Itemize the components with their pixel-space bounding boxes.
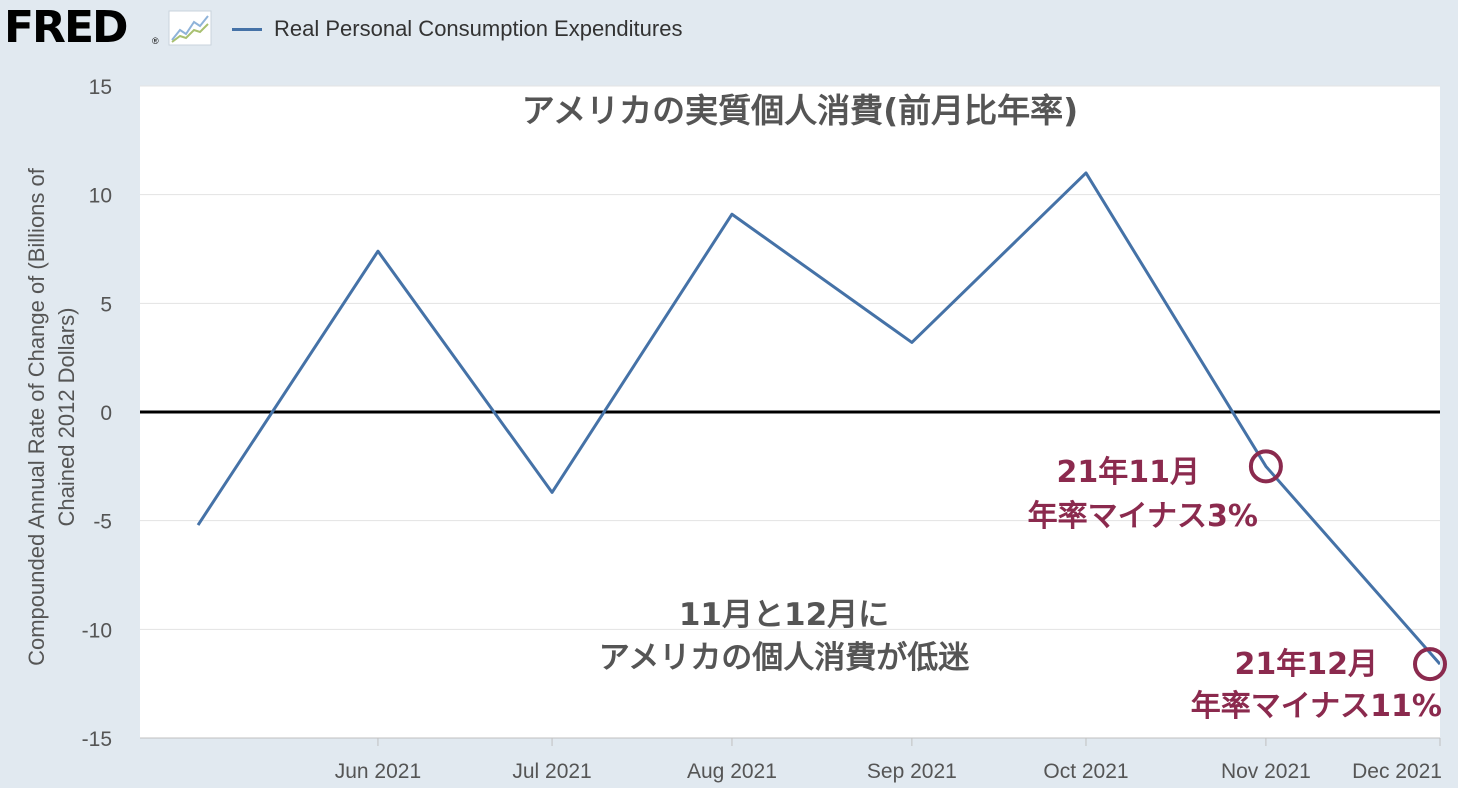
x-tick-label: Jun 2021 [335, 760, 421, 783]
series-layer [196, 171, 1447, 682]
legend-label: Real Personal Consumption Expenditures [274, 16, 683, 41]
annotation-main-line-1: 11月と12月に [679, 597, 889, 633]
dec-marker-circle [1413, 647, 1447, 682]
annotation-nov-line-2: 年率マイナス3% [1028, 499, 1258, 534]
y-tick-label: -5 [93, 511, 112, 534]
annotation-dec-line-1: 21年12月 [1235, 647, 1379, 682]
fred-logo[interactable]: FRED [4, 2, 129, 53]
x-tick-label: Oct 2021 [1043, 760, 1128, 783]
y-tick-label: 5 [100, 293, 112, 316]
fred-graph-icon [168, 10, 212, 46]
x-tick-label: Nov 2021 [1221, 760, 1311, 783]
x-tick-label: Jul 2021 [512, 760, 591, 783]
nov-marker-circle [1248, 449, 1283, 484]
x-axis-ticks: Jun 2021 Jul 2021 Aug 2021 Sep 2021 Oct 2021… [140, 737, 1442, 783]
y-tick-label: -10 [82, 619, 112, 642]
y-tick-label: -15 [82, 728, 112, 751]
chart-title: アメリカの実質個人消費(前月比年率) [522, 91, 1079, 130]
legend-swatch [232, 27, 262, 31]
series-line [196, 171, 1440, 666]
annotation-main-line-2: アメリカの個人消費が低迷 [599, 640, 970, 676]
y-tick-label: 10 [89, 185, 112, 208]
annotation-nov-line-1: 21年11月 [1057, 455, 1201, 490]
y-axis-ticks: -15 -10 -5 0 5 10 15 [82, 76, 112, 751]
y-axis-label-line: Compounded Annual Rate of Change of (Bil… [24, 167, 49, 666]
chart-legend[interactable]: Real Personal Consumption Expenditures [232, 14, 682, 44]
x-tick-label: Aug 2021 [687, 760, 777, 783]
fred-registered-mark: ® [152, 36, 159, 46]
annotation-dec-line-2: 年率マイナス11% [1191, 689, 1442, 724]
y-tick-label: 0 [100, 402, 112, 425]
x-tick-label: Dec 2021 [1352, 760, 1442, 783]
x-tick-label: Sep 2021 [867, 760, 957, 783]
chart-header: FRED ® Real Personal Consumption Expendi… [0, 0, 1458, 60]
y-axis-label-line: Chained 2012 Dollars) [54, 308, 79, 527]
y-tick-label: 15 [89, 76, 112, 99]
y-axis-label: Compounded Annual Rate of Change of (Bil… [24, 167, 79, 666]
